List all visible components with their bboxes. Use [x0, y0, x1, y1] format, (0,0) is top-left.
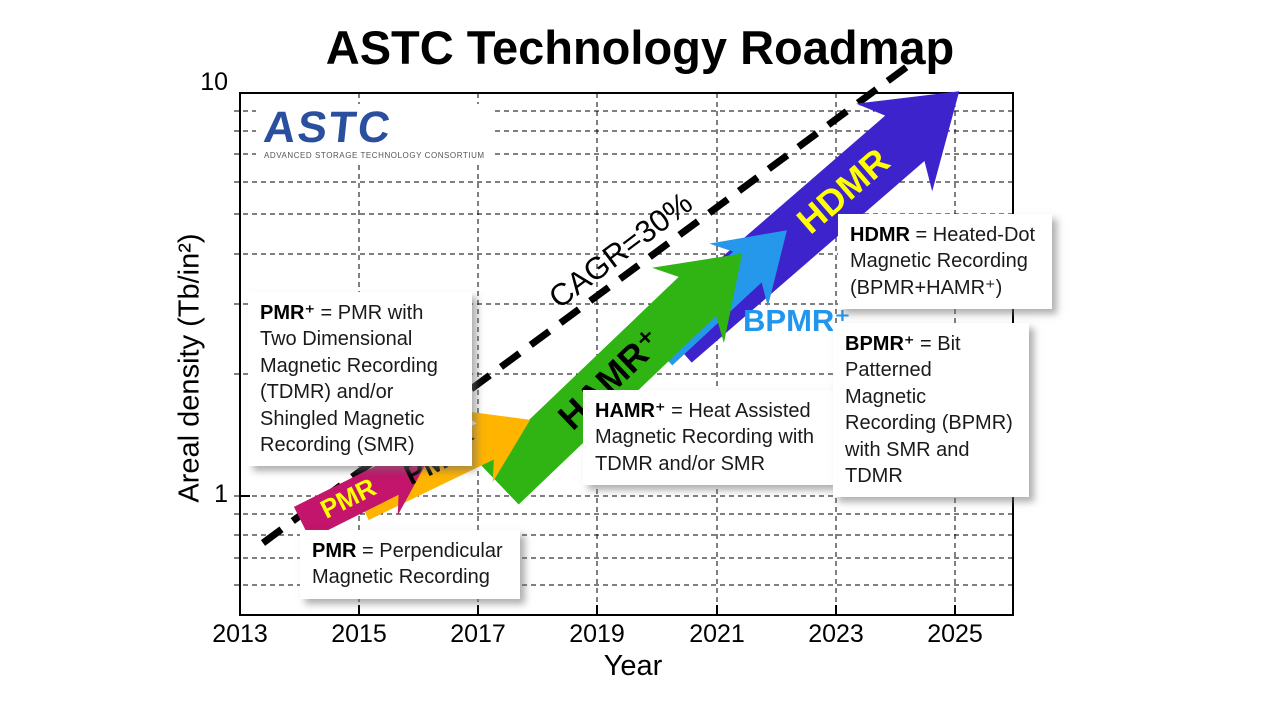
x-tick-2019: 2019 — [569, 620, 625, 648]
axis-ticks — [240, 495, 956, 615]
bpmr-plus-term: BPMR⁺ — [845, 333, 915, 355]
x-tick-2025: 2025 — [927, 620, 983, 648]
y-axis-label: Areal density (Tb/in²) — [173, 233, 206, 503]
pmr-definition: = Perpendicular Magnetic Recording — [312, 540, 503, 589]
astc-logo: ASTC ADVANCED STORAGE TECHNOLOGY CONSORT… — [256, 103, 493, 164]
astc-logo-subtitle: ADVANCED STORAGE TECHNOLOGY CONSORTIUM — [264, 151, 485, 160]
page-title: ASTC Technology Roadmap — [325, 21, 955, 74]
hamr-plus-definition: = Heat Assisted Magnetic Recording with … — [595, 400, 814, 475]
hamr-plus-arrow — [481, 253, 743, 505]
x-tick-2013: 2013 — [212, 620, 268, 648]
x-tick-2017: 2017 — [450, 620, 506, 648]
pmr-plus-definition: = PMR with Two Dimensional Magnetic Reco… — [260, 302, 438, 456]
hamr-plus-term: HAMR⁺ — [595, 400, 666, 422]
hdmr-term: HDMR — [850, 224, 910, 246]
hdmr-definition-box: HDMR = Heated-Dot Magnetic Recording (BP… — [838, 214, 1052, 310]
hamr-plus-definition-box: HAMR⁺ = Heat Assisted Magnetic Recording… — [583, 390, 833, 486]
y-tick-10: 10 — [200, 68, 228, 96]
x-tick-2021: 2021 — [689, 620, 745, 648]
astc-logo-wordmark: ASTC — [261, 103, 395, 152]
x-tick-2023: 2023 — [808, 620, 864, 648]
pmr-plus-term: PMR⁺ — [260, 302, 315, 324]
y-tick-1: 1 — [214, 480, 228, 508]
bpmr-plus-callout-label: BPMR⁺ — [743, 303, 851, 338]
pmr-term: PMR — [312, 540, 357, 562]
hdmr-definition: = Heated-Dot Magnetic Recording (BPMR+HA… — [850, 224, 1036, 299]
pmr-arrow — [293, 450, 429, 540]
bpmr-plus-definition-box: BPMR⁺ = Bit Patterned Magnetic Recording… — [833, 323, 1029, 498]
bpmr-plus-definition: = Bit Patterned Magnetic Recording (BPMR… — [845, 333, 1013, 487]
pmr-definition-box: PMR = Perpendicular Magnetic Recording — [300, 530, 520, 599]
x-tick-2015: 2015 — [331, 620, 387, 648]
pmr-plus-definition-box: PMR⁺ = PMR with Two Dimensional Magnetic… — [248, 292, 472, 467]
x-axis-label: Year — [603, 650, 663, 682]
